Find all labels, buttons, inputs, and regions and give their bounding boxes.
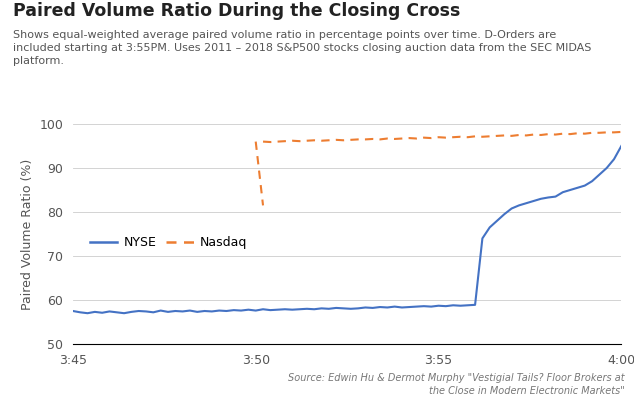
Text: Shows equal-weighted average paired volume ratio in percentage points over time.: Shows equal-weighted average paired volu… <box>13 30 591 66</box>
Legend: NYSE, Nasdaq: NYSE, Nasdaq <box>85 231 252 254</box>
Y-axis label: Paired Volume Ratio (%): Paired Volume Ratio (%) <box>21 158 34 310</box>
Text: Paired Volume Ratio During the Closing Cross: Paired Volume Ratio During the Closing C… <box>13 2 460 20</box>
Text: Source: Edwin Hu & Dermot Murphy "Vestigial Tails? Floor Brokers at
the Close in: Source: Edwin Hu & Dermot Murphy "Vestig… <box>288 373 624 396</box>
